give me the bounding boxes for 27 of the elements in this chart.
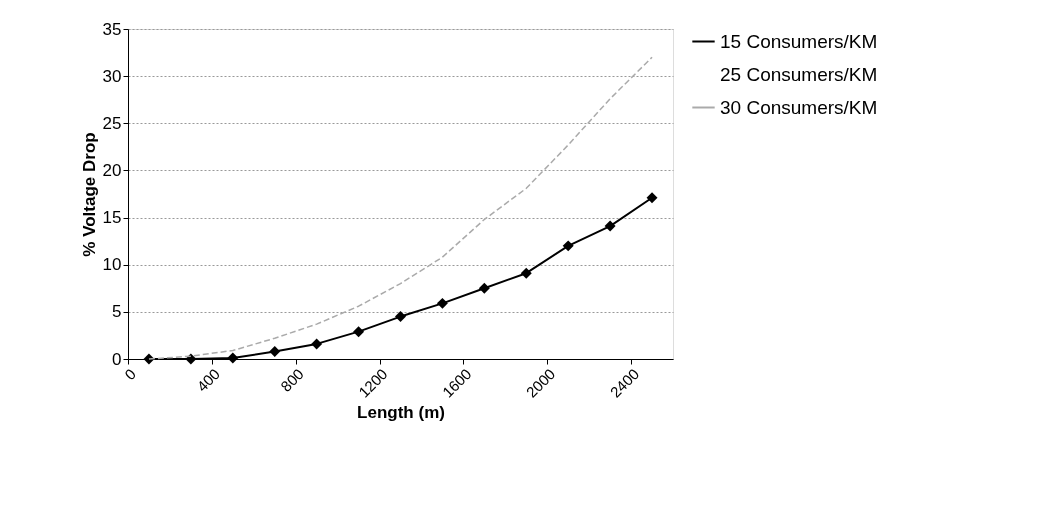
y-tick-label: 10 [102, 255, 122, 275]
legend-label: 15 Consumers/KM [720, 30, 878, 52]
point [395, 311, 406, 323]
x-axis-title: Length (m) [357, 402, 445, 422]
y-axis-title: % Voltage Drop [79, 132, 99, 257]
legend-label: 30 Consumers/KM [720, 96, 878, 118]
y-tick-label: 15 [102, 208, 122, 228]
point [311, 338, 323, 350]
point [269, 345, 281, 357]
x-tick-label: 800 [277, 365, 307, 395]
point [520, 267, 532, 279]
point [227, 352, 239, 364]
point [353, 326, 365, 338]
point [478, 282, 490, 294]
x-tick-label: 400 [193, 365, 223, 395]
y-tick-label: 25 [102, 113, 122, 133]
y-tick-label: 30 [102, 66, 122, 86]
point [185, 353, 197, 365]
y-tick-label: 0 [112, 349, 122, 369]
y-tick-label: 35 [102, 19, 122, 39]
point [646, 192, 658, 204]
point [604, 220, 616, 232]
point [562, 240, 574, 252]
text: 25 Consumers/KM [720, 63, 878, 85]
point [436, 297, 448, 309]
y-tick-label: 20 [102, 160, 122, 180]
y-tick-label: 5 [112, 302, 122, 322]
